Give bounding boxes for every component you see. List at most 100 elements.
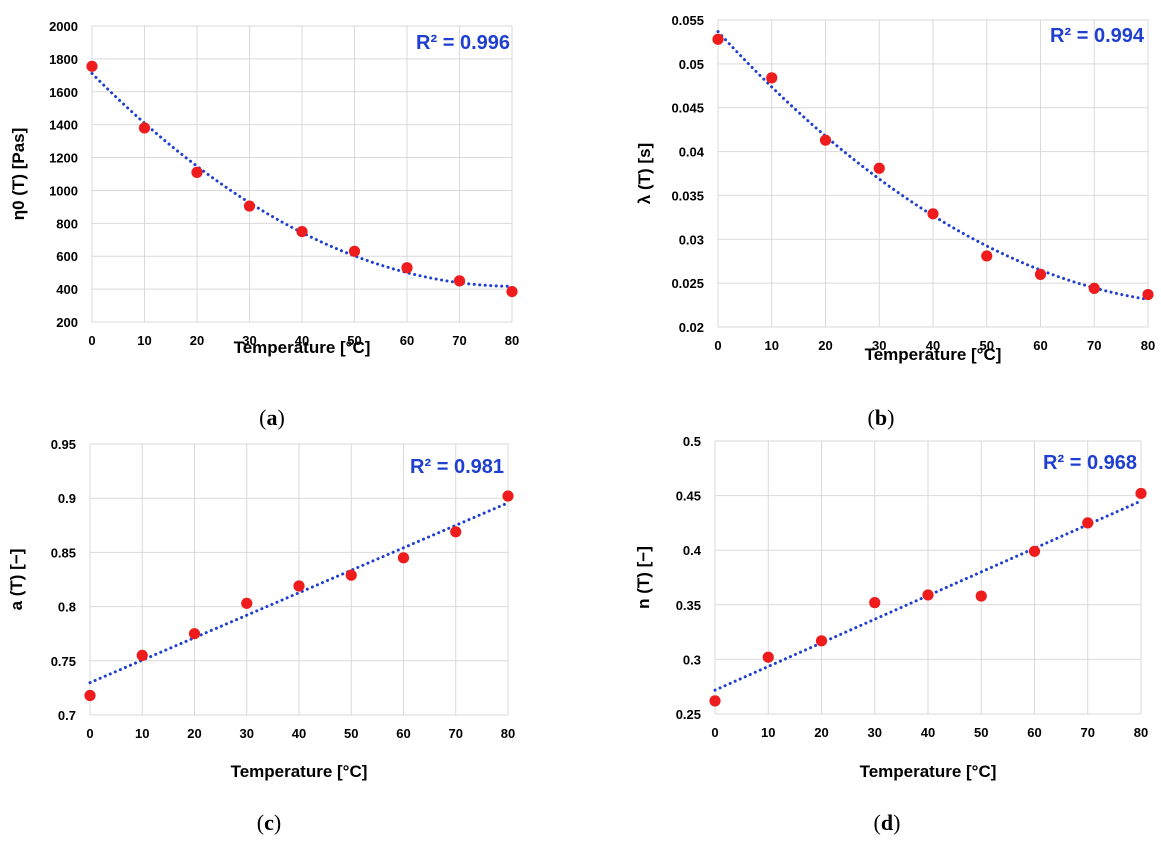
y-tick-label: 0.5 [683,434,701,449]
data-point [869,597,881,609]
data-point [138,122,151,134]
x-tick-label: 50 [344,726,358,741]
y-tick-label: 1200 [49,151,78,166]
x-tick-label: 50 [974,725,988,740]
grid-c [89,443,509,716]
data-point [1082,517,1094,529]
data-point [241,597,253,609]
data-point [293,580,305,592]
trendline-d [713,499,1143,692]
panel-letter-b: b [875,405,887,430]
grid-a [91,25,513,323]
x-tick-label: 30 [240,726,254,741]
x-tick-label: 20 [818,338,832,353]
chart-c: 0 10 20 30 40 50 60 70 80 0.70.750.80.850.90.95 … [7,437,515,835]
y-tick-label: 0.045 [671,101,704,116]
x-axis-title-b: Temperature [°C] [865,345,1002,364]
x-tick-label: 20 [190,333,204,348]
x-axis-title-a: Temperature [°C] [234,338,371,357]
grid-d [714,440,1142,715]
x-tick-label: 10 [135,726,149,741]
x-tick-label: 60 [396,726,410,741]
panel-label-b: (b) [868,405,895,430]
data-point [136,649,148,661]
x-tick-label: 60 [1027,725,1041,740]
y-axis-title-a: η0 (T) [Pas] [9,128,28,221]
x-tick-label: 40 [926,338,940,353]
y-tick-label: 0.025 [671,276,704,291]
data-point [348,245,361,257]
panel-letter-c: c [264,810,274,835]
x-tick-label: 0 [86,726,93,741]
x-tick-label: 40 [292,726,306,741]
panel-letter-a: a [267,405,278,430]
panel-label-d: (d) [874,810,901,835]
x-axis-title-c: Temperature [°C] [231,762,368,781]
y-tick-label: 0.9 [58,491,76,506]
grid-b [717,19,1149,328]
y-tick-label: 0.4 [683,543,702,558]
x-tick-labels-b: 0 10 20 30 40 50 60 70 80 [714,338,1155,353]
y-tick-labels-b: 0.02 0.025 0.03 0.035 0.04 0.045 0.05 0.055 [671,13,704,335]
data-point [712,33,724,45]
data-point [506,285,518,298]
r-squared-annotation-d: R² = 0.968 [1043,452,1137,474]
x-tick-label: 10 [761,725,775,740]
y-tick-label: 0.03 [679,232,704,247]
x-tick-label: 80 [505,333,519,348]
x-tick-label: 30 [868,725,882,740]
x-tick-label: 40 [921,725,935,740]
data-point [243,200,256,212]
y-tick-labels-c: 0.7 0.75 0.8 0.85 0.9 0.95 [51,437,76,723]
data-point [922,589,934,601]
x-tick-label: 50 [347,333,361,348]
data-point [873,162,885,174]
data-point [819,134,832,146]
data-point [1142,288,1154,301]
x-tick-label: 70 [1081,725,1095,740]
data-point [453,275,466,287]
data-point [975,590,987,602]
panel-label-c: (c) [257,810,281,835]
x-tick-label: 10 [137,333,151,348]
data-point [502,490,514,502]
panel-label-a: (a) [259,405,285,430]
points-b [712,33,1154,301]
y-tick-label: 800 [56,216,78,231]
y-tick-label: 400 [56,282,78,297]
panel-letter-d: d [881,810,893,835]
data-point [296,225,308,238]
y-tick-label: 200 [56,315,78,330]
x-axis-title-d: Temperature [°C] [860,762,997,781]
y-tick-label: 0.8 [58,600,76,615]
data-point [345,569,357,581]
y-axis-title-d: n (T) [−] [634,546,653,609]
y-tick-label: 0.25 [676,707,701,722]
y-tick-label: 0.02 [679,320,704,335]
chart-a: 0 10 20 30 40 50 60 70 80 200 400 600 800 1000 1200 14… [9,19,519,430]
data-point [762,651,774,663]
x-tick-label: 40 [295,333,309,348]
data-point [981,250,993,262]
y-tick-label: 0.7 [58,708,76,723]
x-tick-label: 30 [242,333,256,348]
x-tick-label: 0 [711,725,718,740]
chart-b: 0 10 20 30 40 50 60 70 80 0.02 0.025 0.03 0.035 0.04… [635,13,1155,430]
y-tick-label: 0.35 [676,598,701,613]
data-point [766,72,778,84]
data-point [397,552,410,564]
chart-d: 0 10 20 30 40 50 60 70 80 0.250.30.350.40.450.5 … [634,434,1148,835]
data-point [191,166,203,178]
data-point [815,635,828,647]
x-tick-label: 80 [501,726,515,741]
data-point [709,695,721,707]
x-tick-labels-d: 0 10 20 30 40 50 60 70 80 [711,725,1148,740]
x-tick-labels-c: 0 10 20 30 40 50 60 70 80 [86,726,515,741]
data-point [1028,545,1041,557]
trendline-c [88,501,510,685]
x-tick-label: 70 [449,726,463,741]
x-tick-label: 70 [452,333,466,348]
data-point [1034,268,1047,280]
y-axis-title-b: λ (T) [s] [635,143,654,204]
